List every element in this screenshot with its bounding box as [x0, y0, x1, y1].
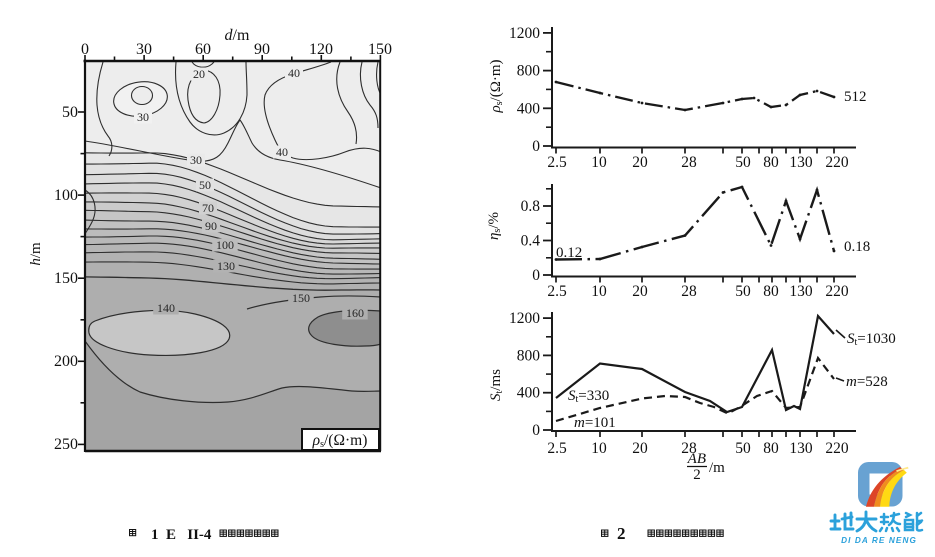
svg-text:10: 10	[591, 154, 607, 171]
svg-text:DI DA RE NENG: DI DA RE NENG	[841, 536, 917, 545]
svg-text:50: 50	[735, 283, 751, 300]
svg-text:220: 220	[825, 283, 849, 300]
svg-text:h/m: h/m	[28, 242, 44, 266]
svg-text:0.12: 0.12	[556, 245, 582, 261]
svg-text:1200: 1200	[509, 310, 540, 327]
svg-text:2.5: 2.5	[547, 440, 567, 457]
svg-text:130: 130	[789, 440, 813, 457]
svg-text:130: 130	[217, 259, 235, 273]
svg-text:90: 90	[205, 219, 217, 233]
svg-text:50: 50	[735, 154, 751, 171]
svg-text:40: 40	[288, 66, 300, 80]
svg-text:10: 10	[591, 283, 607, 300]
svg-text:220: 220	[825, 440, 849, 457]
svg-text:130: 130	[789, 283, 813, 300]
svg-text:10: 10	[591, 440, 607, 457]
svg-text:50: 50	[199, 178, 211, 192]
svg-text:AB: AB	[687, 451, 706, 467]
svg-text:20: 20	[632, 283, 648, 300]
svg-text:30: 30	[137, 110, 149, 124]
svg-text:800: 800	[517, 63, 541, 80]
svg-text:0.8: 0.8	[521, 198, 541, 215]
svg-text:St=330: St=330	[568, 388, 609, 405]
svg-text:60: 60	[195, 41, 211, 58]
svg-text:100: 100	[54, 187, 78, 204]
svg-text:2: 2	[693, 467, 701, 483]
svg-text:St/ms: St/ms	[488, 369, 505, 401]
svg-text:ρs/(Ω·m): ρs/(Ω·m)	[312, 432, 368, 450]
svg-text:250: 250	[54, 436, 78, 453]
svg-text:ρs/(Ω·m): ρs/(Ω·m)	[488, 59, 505, 113]
svg-text:150: 150	[292, 291, 310, 305]
svg-text:2.5: 2.5	[547, 283, 567, 300]
svg-text:140: 140	[157, 301, 175, 315]
svg-text:40: 40	[276, 145, 288, 159]
svg-text:30: 30	[190, 153, 202, 167]
svg-text:0.4: 0.4	[521, 233, 541, 250]
svg-text:20: 20	[632, 440, 648, 457]
svg-text:220: 220	[825, 154, 849, 171]
svg-text:28: 28	[681, 283, 697, 300]
svg-text:150: 150	[54, 270, 78, 287]
svg-text:50: 50	[735, 440, 751, 457]
svg-text:28: 28	[681, 154, 697, 171]
svg-text:0: 0	[532, 422, 540, 439]
svg-text:90: 90	[254, 41, 270, 58]
svg-text:200: 200	[54, 353, 78, 370]
svg-text:/m: /m	[709, 460, 725, 476]
svg-text:0: 0	[532, 138, 540, 155]
svg-text:30: 30	[136, 41, 152, 58]
svg-text:0: 0	[532, 267, 540, 284]
svg-text:d/m: d/m	[225, 27, 250, 44]
svg-text:130: 130	[789, 154, 813, 171]
svg-text:St=1030: St=1030	[847, 331, 896, 348]
svg-text:80: 80	[763, 154, 779, 171]
svg-text:150: 150	[368, 41, 392, 58]
svg-text:800: 800	[517, 347, 541, 364]
svg-text:512: 512	[844, 89, 867, 105]
svg-text:2.5: 2.5	[547, 154, 567, 171]
svg-text:1200: 1200	[509, 25, 540, 42]
svg-text:2: 2	[617, 524, 626, 543]
svg-text:400: 400	[517, 385, 541, 402]
svg-text:20: 20	[632, 154, 648, 171]
svg-text:28: 28	[681, 440, 697, 457]
svg-text:0: 0	[81, 41, 89, 58]
svg-text:50: 50	[62, 104, 78, 121]
svg-text:70: 70	[202, 201, 214, 215]
svg-text:m=528: m=528	[846, 374, 888, 390]
svg-text:ηs/%: ηs/%	[486, 212, 503, 240]
svg-text:80: 80	[763, 440, 779, 457]
svg-text:20: 20	[193, 67, 205, 81]
svg-text:0.18: 0.18	[844, 239, 870, 255]
svg-text:400: 400	[517, 100, 541, 117]
svg-text:80: 80	[763, 283, 779, 300]
svg-text:m=101: m=101	[574, 415, 616, 431]
svg-text:160: 160	[346, 306, 364, 320]
svg-text:100: 100	[216, 238, 234, 252]
svg-text:1 E II-4: 1 E II-4	[151, 527, 212, 543]
svg-text:120: 120	[309, 41, 333, 58]
